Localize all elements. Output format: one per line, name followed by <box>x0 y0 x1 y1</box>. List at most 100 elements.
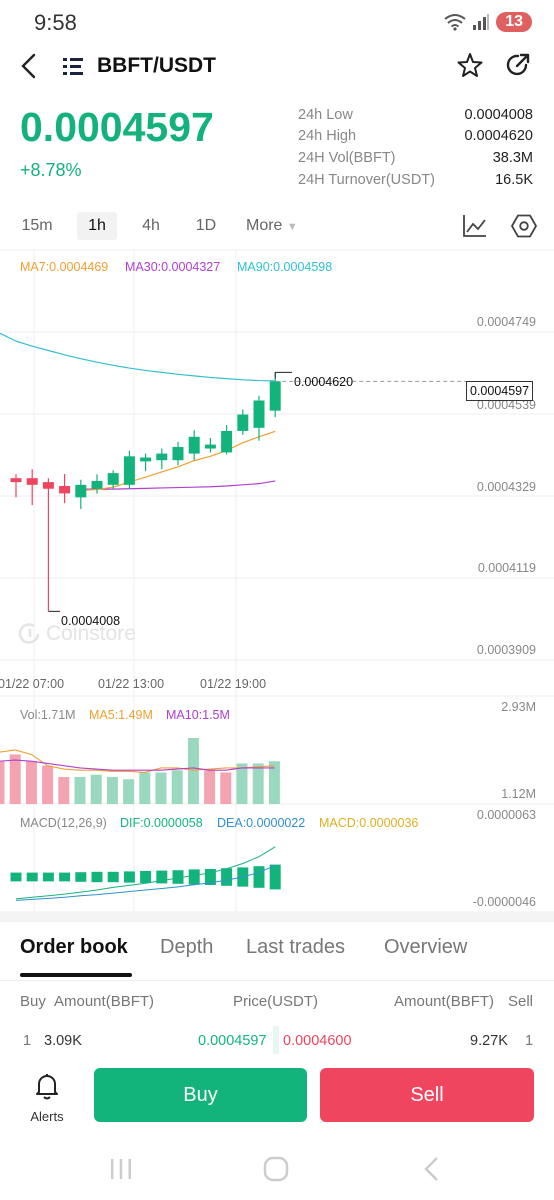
candle-body <box>221 430 233 453</box>
volume-ma5-legend: MA5:1.49M <box>89 708 153 722</box>
battery-indicator: 13 <box>496 12 532 32</box>
volume-bar <box>139 772 151 804</box>
home-icon[interactable] <box>262 1155 290 1183</box>
coinstore-logo-icon <box>18 623 40 644</box>
ask-price[interactable]: 0.0004600 <box>283 1033 352 1049</box>
volume-ma10-line <box>0 759 275 771</box>
wifi-icon <box>444 14 466 31</box>
volume-bar <box>90 774 102 804</box>
candle-body <box>204 444 216 449</box>
macd-histogram-bar <box>221 868 233 886</box>
settings-icon[interactable] <box>511 213 537 239</box>
candle-body <box>156 453 168 461</box>
candle-body <box>59 486 71 494</box>
volume-legend: Vol:1.71M <box>20 708 76 722</box>
candle-body <box>123 456 135 485</box>
status-icons: 13 <box>444 12 532 32</box>
ask-amount[interactable]: 9.27K <box>470 1033 508 1049</box>
macd-histogram-bar <box>156 870 168 884</box>
macd-axis-label: -0.0000046 <box>472 895 536 909</box>
ma-lines <box>0 332 276 491</box>
volume-bar <box>155 772 167 804</box>
volume-bar <box>9 754 21 804</box>
bid-index: 1 <box>23 1033 32 1049</box>
status-time: 9:58 <box>34 10 77 35</box>
candle-body <box>26 478 38 485</box>
last-price: 0.0004597 <box>20 104 214 150</box>
ma7-legend: MA7:0.0004469 <box>20 260 109 274</box>
stat-24h-low-label: 24h Low <box>298 107 353 123</box>
token-logo-icon <box>63 58 83 75</box>
candle-body <box>107 473 119 485</box>
pair-title[interactable]: BBFT/USDT <box>97 54 216 77</box>
tab-depth[interactable]: Depth <box>160 936 214 958</box>
volume-bar <box>268 761 280 804</box>
macd-histogram-bar <box>91 871 103 883</box>
chevron-down-icon: ▼ <box>286 221 298 233</box>
bid-amount[interactable]: 3.09K <box>44 1033 82 1049</box>
order-book-price-header: Price(USDT) <box>233 993 318 1010</box>
bid-price[interactable]: 0.0004597 <box>198 1033 267 1049</box>
price-chart[interactable] <box>0 248 554 912</box>
macd-histogram-bar <box>75 872 87 882</box>
watermark-text: Coinstore <box>46 622 136 645</box>
tabs-divider <box>0 980 554 981</box>
timeframe-1h[interactable]: 1h <box>77 212 117 240</box>
tab-overview[interactable]: Overview <box>384 936 468 958</box>
recent-apps-icon[interactable] <box>108 1155 134 1183</box>
timeframe-15m[interactable]: 15m <box>21 217 53 234</box>
time-axis-label: 01/22 07:00 <box>0 677 65 691</box>
back-nav-icon[interactable] <box>420 1155 444 1183</box>
macd-dea-line <box>15 865 276 901</box>
line-chart-icon[interactable] <box>462 213 488 239</box>
ma90-legend: MA90:0.0004598 <box>237 260 333 274</box>
macd-dif-legend: DIF:0.0000058 <box>120 816 203 830</box>
section-divider <box>0 912 554 922</box>
macd-histogram-bar <box>107 871 119 883</box>
timeframe-1d[interactable]: 1D <box>195 217 217 234</box>
order-book-buy-header: Buy <box>20 993 46 1010</box>
volume-bar <box>204 770 216 804</box>
ma90-line <box>15 340 276 382</box>
macd-histogram-bar <box>10 872 22 882</box>
high-price-callout: 0.0004620 <box>294 375 354 389</box>
time-axis-label: 01/22 13:00 <box>98 677 165 691</box>
volume-bar <box>187 738 199 804</box>
stat-24h-turnover-label: 24H Turnover(USDT) <box>298 172 435 188</box>
macd-histogram-bar <box>204 869 216 885</box>
ma30-line <box>80 480 276 490</box>
candle-body <box>172 446 184 461</box>
stat-24h-volume-value: 38.3M <box>492 150 533 166</box>
candle-body <box>75 484 87 498</box>
macd-histogram-bar <box>188 869 200 885</box>
alerts-button[interactable]: Alerts <box>18 1072 76 1124</box>
macd-histogram-bar <box>140 871 152 883</box>
volume-bar <box>252 763 264 804</box>
back-arrow-icon[interactable] <box>18 52 42 80</box>
volume-bar <box>171 770 183 804</box>
macd-dif-line <box>15 846 276 900</box>
sell-button[interactable]: Sell <box>320 1068 534 1122</box>
bell-icon <box>36 1074 58 1100</box>
candle-body <box>253 400 265 428</box>
share-icon[interactable] <box>505 52 531 78</box>
buy-button[interactable]: Buy <box>94 1068 307 1122</box>
volume-bar <box>106 776 118 804</box>
watermark: Coinstore <box>18 622 136 646</box>
timeframe-more[interactable]: More ▼ <box>246 212 312 240</box>
chart-annotations <box>48 371 466 612</box>
volume-bar <box>236 763 248 804</box>
macd-histogram-bar <box>172 870 184 884</box>
stat-24h-turnover-value: 16.5K <box>495 172 533 188</box>
tab-last-trades[interactable]: Last trades <box>246 936 345 958</box>
timeframe-more-label: More <box>246 217 283 234</box>
macd-dea-legend: DEA:0.0000022 <box>217 816 306 830</box>
volume-bar <box>42 765 54 804</box>
timeframe-4h[interactable]: 4h <box>142 217 160 234</box>
ma30-legend: MA30:0.0004327 <box>125 260 221 274</box>
favorite-star-icon[interactable] <box>457 52 483 78</box>
tab-order-book[interactable]: Order book <box>20 936 128 958</box>
volume-ma5-line <box>0 749 275 774</box>
volume-bars <box>0 738 280 804</box>
volume-bar <box>58 776 70 804</box>
